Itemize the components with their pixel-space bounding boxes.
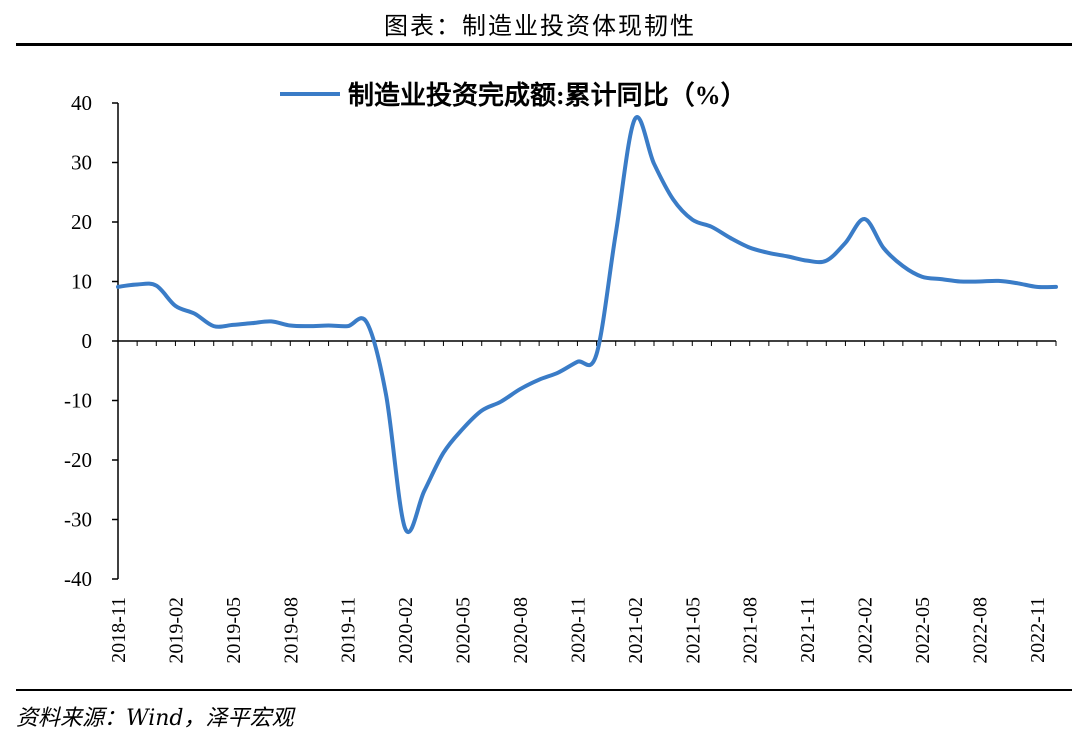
x-tick-label: 2019-08: [280, 597, 302, 664]
legend-label: 制造业投资完成额:累计同比（%）: [348, 80, 747, 110]
chart-legend: 制造业投资完成额:累计同比（%）: [280, 80, 747, 110]
y-axis: 40 30 20 10 0 -10 -20 -30 -40: [64, 91, 119, 591]
x-tick-label: 2018-11: [108, 597, 130, 663]
y-tick-label: 20: [71, 210, 92, 234]
y-tick-label: 0: [82, 329, 93, 353]
x-tick-label: 2022-02: [855, 597, 877, 664]
y-tick-label: -40: [64, 567, 92, 591]
x-tick-label: 2022-08: [969, 597, 991, 664]
x-tick-label: 2019-11: [338, 597, 360, 663]
x-tick-label: 2020-05: [453, 597, 475, 664]
y-tick-label: -20: [64, 448, 92, 472]
x-tick-label: 2019-05: [223, 597, 245, 664]
y-tick-label: 30: [71, 151, 92, 175]
top-rule: [16, 43, 1072, 46]
y-tick-label: -10: [64, 389, 92, 413]
y-tick-label: 40: [71, 91, 92, 115]
source-note: 资料来源：Wind，泽平宏观: [16, 706, 294, 731]
y-tick-label: -30: [64, 508, 92, 532]
plot-area: [116, 115, 1058, 534]
x-tick-label: 2022-05: [912, 597, 934, 664]
x-tick-label: 2020-02: [395, 597, 417, 664]
figure-title: 图表：制造业投资体现韧性: [384, 12, 696, 40]
x-tick-label: 2021-02: [625, 597, 647, 664]
x-axis: 2018-11 2019-02 2019-05 2019-08 2019-11 2020-…: [108, 340, 1057, 664]
x-tick-label: 2021-11: [797, 597, 819, 663]
x-tick-label: 2020-11: [567, 597, 589, 663]
x-tick-label: 2022-11: [1027, 597, 1049, 663]
x-tick-label: 2021-05: [682, 597, 704, 664]
y-tick-label: 10: [71, 270, 92, 294]
x-tick-label: 2021-08: [740, 597, 762, 664]
bottom-rule: [16, 689, 1072, 691]
series-line: [116, 115, 1058, 534]
x-tick-label: 2019-02: [165, 597, 187, 664]
x-tick-label: 2020-08: [510, 597, 532, 664]
